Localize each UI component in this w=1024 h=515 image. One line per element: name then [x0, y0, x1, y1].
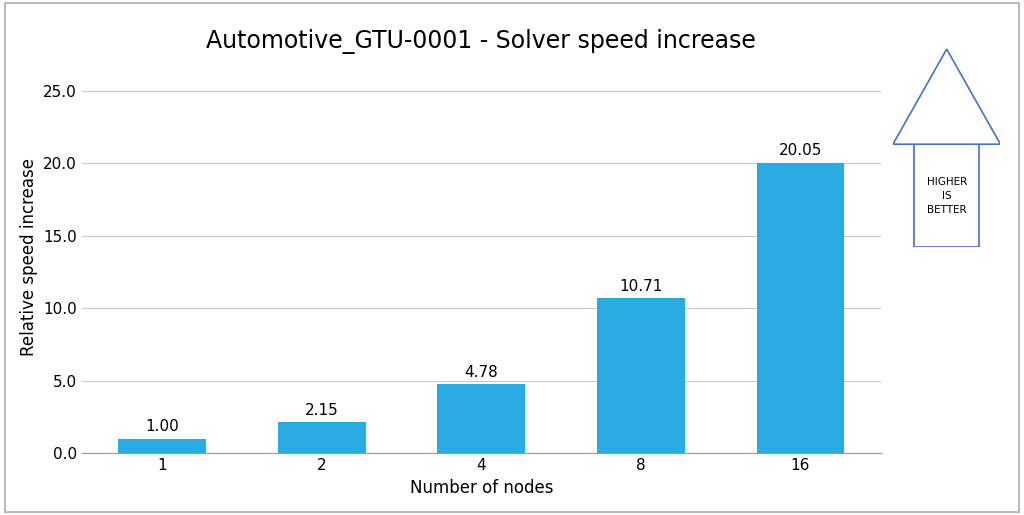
Text: 10.71: 10.71 [620, 279, 663, 294]
Y-axis label: Relative speed increase: Relative speed increase [19, 159, 38, 356]
Bar [757, 163, 845, 453]
Text: 4.78: 4.78 [465, 365, 498, 380]
Polygon shape [893, 49, 1000, 144]
Title: Automotive_GTU-0001 - Solver speed increase: Automotive_GTU-0001 - Solver speed incre… [207, 29, 756, 54]
Bar [278, 422, 366, 453]
Text: 1.00: 1.00 [145, 419, 179, 434]
Bar [914, 144, 979, 247]
Text: 20.05: 20.05 [779, 143, 822, 158]
Bar [118, 439, 206, 453]
Bar [597, 298, 685, 453]
Text: HIGHER
IS
BETTER: HIGHER IS BETTER [927, 178, 967, 215]
X-axis label: Number of nodes: Number of nodes [410, 478, 553, 496]
Bar [437, 384, 525, 453]
Text: 2.15: 2.15 [305, 403, 339, 418]
